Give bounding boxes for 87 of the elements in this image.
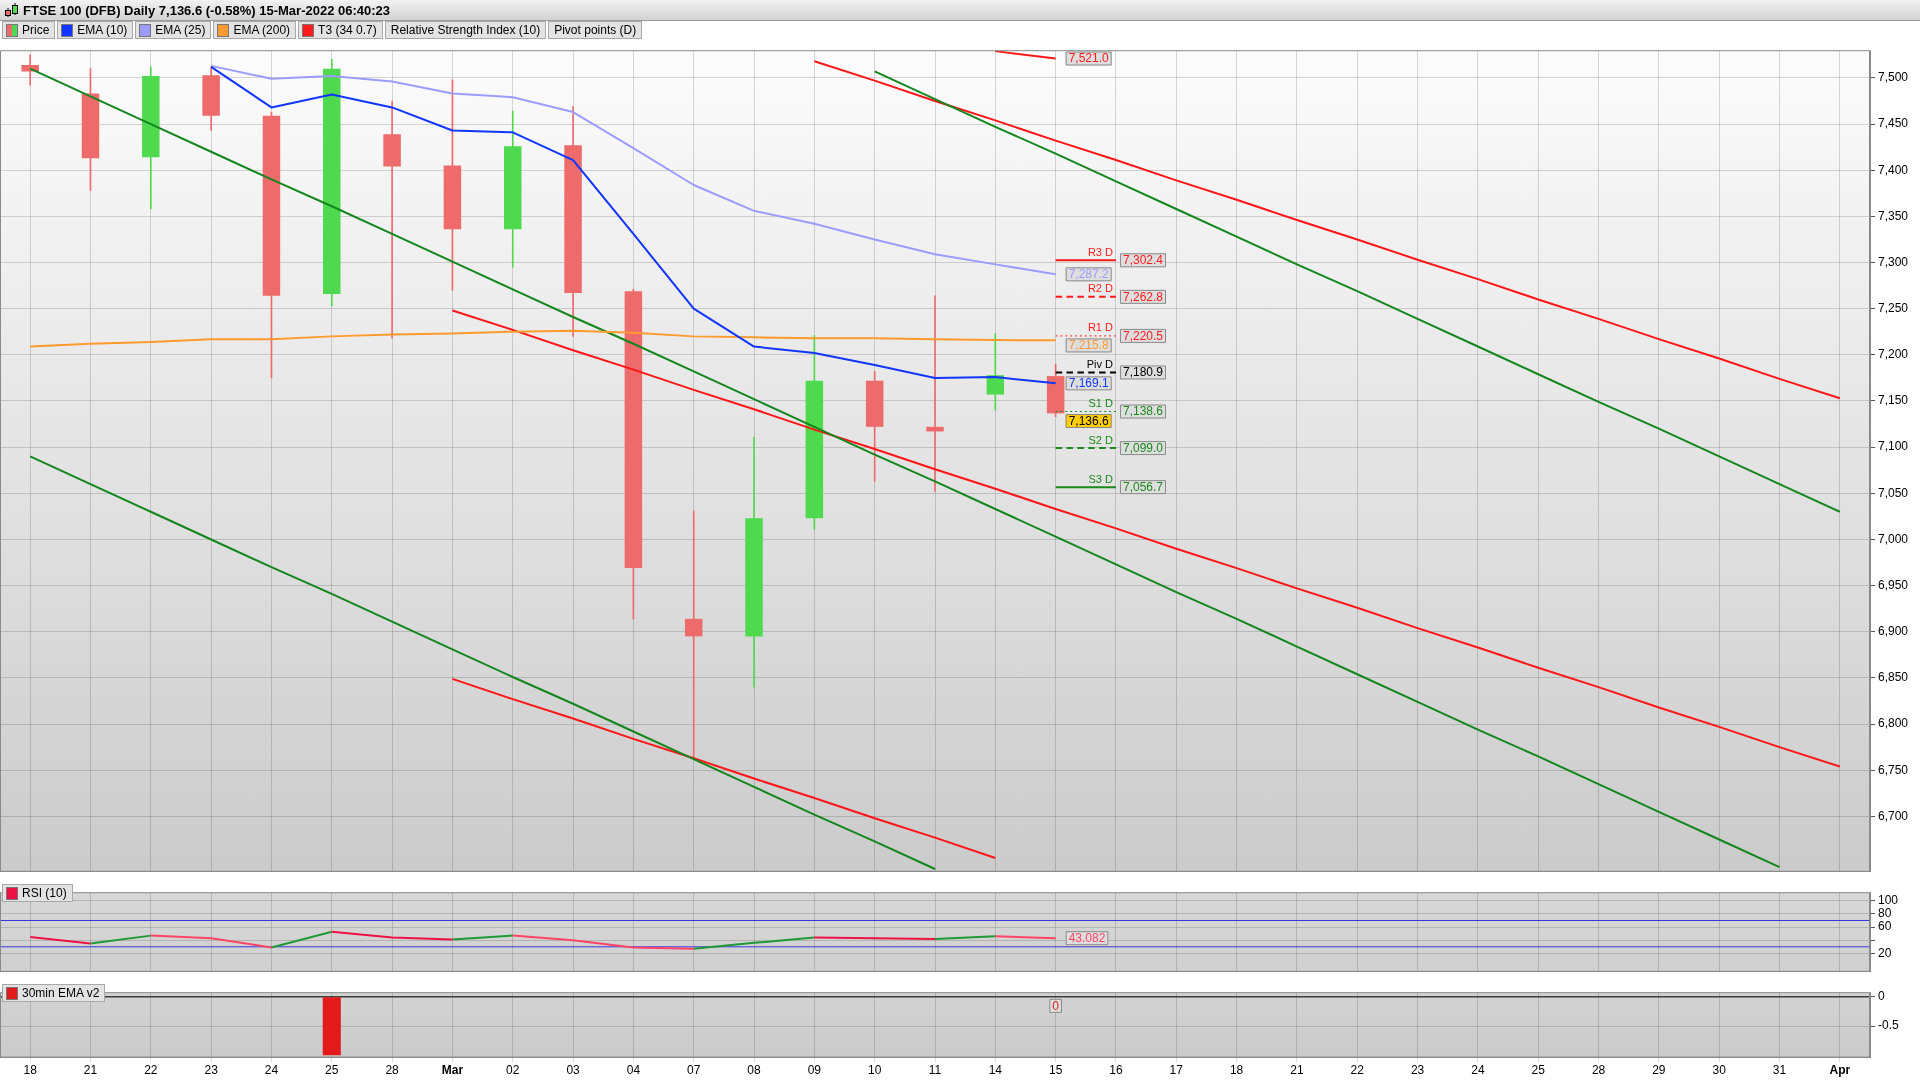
x-tick-label: 09: [807, 1063, 822, 1078]
x-tick-label: 18: [1229, 1063, 1244, 1078]
x-tick-label: 03: [566, 1063, 581, 1078]
data-label: 43.082: [1068, 931, 1106, 946]
data-label: 7,169.1: [1068, 376, 1110, 391]
x-tick-label: 02: [506, 1063, 520, 1078]
legend-label: EMA (10): [77, 23, 128, 37]
x-tick-label: Apr: [1829, 1063, 1851, 1078]
x-tick-label: 10: [868, 1063, 882, 1078]
series-label: S2 D: [1088, 433, 1114, 446]
candlestick: [684, 510, 703, 759]
text: Relative Strength Index (10): [390, 23, 541, 37]
data-label: 7,099.0: [1122, 440, 1164, 455]
y-tick-label: 6,950: [1878, 577, 1909, 592]
x-tick-label: 11: [928, 1063, 942, 1078]
y-tick-label: 6,700: [1878, 808, 1909, 823]
x-tick-label: 21: [83, 1063, 98, 1078]
x-tick-label: 14: [988, 1063, 1003, 1078]
x-tick-label: Mar: [441, 1063, 464, 1078]
data-label: 7,302.4: [1122, 253, 1164, 268]
x-tick-label: 22: [144, 1063, 158, 1078]
y-tick-label: 100: [1878, 893, 1899, 908]
y-tick-label: 0: [1878, 989, 1885, 1004]
legend-label: Price: [22, 23, 50, 37]
data-label: 7,215.8: [1068, 338, 1110, 353]
legend-label: EMA (25): [155, 23, 206, 37]
y-tick-label: 7,200: [1878, 347, 1909, 362]
x-tick-label: 25: [1531, 1063, 1546, 1078]
series-label: R3 D: [1087, 245, 1114, 258]
y-tick-label: 6,800: [1878, 716, 1909, 731]
data-label: 7,262.8: [1122, 289, 1164, 304]
text: Pivot points (D): [554, 23, 637, 37]
x-tick-label: 21: [1290, 1063, 1304, 1078]
y-tick-label: 20: [1878, 945, 1892, 960]
data-label: 7,180.9: [1122, 365, 1164, 380]
x-tick-label: 18: [23, 1063, 38, 1078]
y-tick-label: 7,250: [1878, 300, 1909, 315]
y-tick-label: 7,350: [1878, 208, 1909, 223]
data-label: 7,521.0: [1068, 51, 1110, 66]
legend-label: RSI (10): [22, 886, 67, 900]
y-tick-label: -0.5: [1878, 1018, 1899, 1033]
legend-label: 30min EMA v2: [22, 986, 100, 1000]
y-tick-label: 7,150: [1878, 393, 1909, 408]
y-tick-label: 80: [1878, 906, 1892, 921]
x-tick-label: 30: [1712, 1063, 1727, 1078]
x-tick-label: 17: [1169, 1063, 1184, 1078]
y-tick-label: 7,500: [1878, 70, 1909, 85]
series-label: R1 D: [1087, 321, 1114, 334]
x-tick-label: 31: [1772, 1063, 1787, 1078]
text: 7,136.6: [1068, 413, 1109, 428]
x-tick-label: 24: [264, 1063, 279, 1078]
y-tick-label: 6,850: [1878, 670, 1909, 685]
data-label: 7,287.2: [1068, 267, 1110, 282]
data-label: 0: [1052, 998, 1060, 1013]
x-tick-label: 29: [1652, 1063, 1666, 1078]
x-tick-label: 25: [325, 1063, 339, 1078]
y-tick-label: 6,900: [1878, 624, 1909, 639]
candlestick: [383, 100, 401, 339]
x-tick-label: 08: [747, 1063, 762, 1078]
x-tick-label: 28: [1591, 1063, 1606, 1078]
x-tick-label: 07: [687, 1063, 701, 1078]
y-tick-label: 7,300: [1878, 254, 1909, 269]
y-tick-label: 7,450: [1878, 116, 1909, 131]
x-tick-label: 23: [204, 1063, 219, 1078]
y-tick-label: 6,750: [1878, 762, 1909, 777]
legend-label: T3 (34 0.7): [318, 23, 377, 37]
x-tick-label: 15: [1048, 1063, 1063, 1078]
x-tick-label: 22: [1350, 1063, 1365, 1078]
data-label: 7,056.7: [1122, 479, 1164, 494]
y-tick-label: 7,100: [1878, 439, 1909, 454]
y-tick-label: 7,400: [1878, 162, 1909, 177]
series-label: Piv D: [1086, 358, 1114, 370]
x-tick-label: 23: [1410, 1063, 1425, 1078]
x-tick-label: 24: [1471, 1063, 1485, 1078]
series-label: S1 D: [1088, 397, 1114, 410]
x-tick-label: 04: [626, 1063, 641, 1078]
y-tick-label: 60: [1878, 919, 1892, 934]
chart-title: FTSE 100 (DFB) Daily 7,136.6 (-0.58%) 15-Mar-2022 06:40:23: [23, 3, 391, 18]
series-label: S3 D: [1088, 472, 1114, 485]
legend-label: EMA (200): [233, 23, 291, 37]
data-label: 7,138.6: [1122, 404, 1164, 419]
series-label: R2 D: [1087, 282, 1114, 295]
y-tick-label: 7,050: [1878, 485, 1909, 500]
x-tick-label: 28: [385, 1063, 400, 1078]
x-tick-label: 16: [1109, 1063, 1123, 1078]
data-label: 7,220.5: [1122, 328, 1164, 343]
y-tick-label: 7,000: [1878, 531, 1909, 546]
